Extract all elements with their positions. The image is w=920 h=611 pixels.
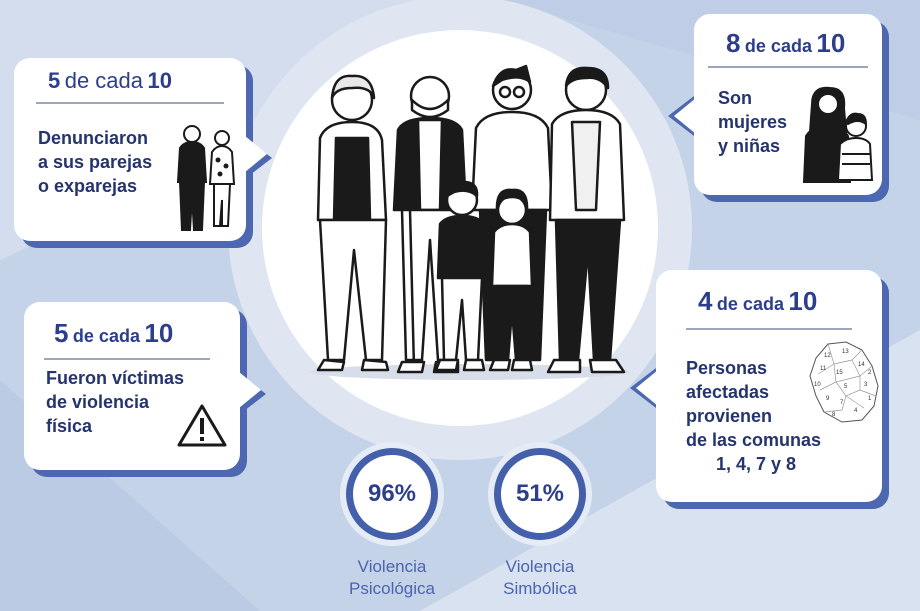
map-label: 11: [820, 366, 827, 372]
map-label: 5: [844, 384, 848, 390]
card-line: o exparejas: [38, 176, 138, 196]
card-line: provienen: [686, 406, 773, 426]
card-header: 4 de cada 10: [698, 286, 817, 317]
card-line: de violencia: [46, 392, 150, 412]
stat-connector: de cada: [716, 294, 784, 314]
family-illustration: [290, 60, 650, 390]
card-header: 8 de cada 10: [726, 28, 845, 59]
stat-circle-simbolica: 51%: [494, 448, 586, 540]
stat-label-line: Simbólica: [503, 579, 577, 598]
map-label: 2: [868, 370, 872, 376]
card-pointer: [239, 372, 261, 408]
map-label: 15: [836, 370, 843, 376]
card-divider: [36, 102, 224, 104]
card-text: Son mujeres y niñas: [718, 86, 787, 158]
family-group-icon: [310, 64, 630, 380]
mother-child-icon: [802, 86, 874, 183]
card-mujeres: 8 de cada 10 Son mujeres y niñas: [694, 14, 882, 195]
map-label: 9: [826, 396, 830, 402]
stat-label-line: Violencia: [357, 557, 427, 576]
map-label: 14: [858, 362, 865, 368]
card-line: afectadas: [686, 382, 770, 402]
card-line: de las comunas: [686, 430, 822, 450]
stat-label-simbolica: Violencia Simbólica: [465, 556, 615, 600]
card-line: Personas: [686, 358, 768, 378]
card-divider: [686, 328, 852, 330]
card-line: Son: [718, 88, 752, 108]
stat-total: 10: [144, 318, 174, 348]
stat-total: 10: [788, 286, 818, 316]
card-text: Denunciaron a sus parejas o exparejas: [38, 126, 152, 198]
stat-connector: de cada: [72, 326, 140, 346]
card-pointer: [636, 370, 658, 406]
card-header: 5 de cada 10: [54, 318, 173, 349]
card-divider: [708, 66, 868, 68]
map-label: 1: [868, 396, 872, 402]
card-comunas: 4 de cada 10 Personas afectadas proviene…: [656, 270, 882, 502]
card-line: y niñas: [718, 136, 781, 156]
card-divider: [44, 358, 210, 360]
stat-label-line: Violencia: [505, 557, 575, 576]
card-line: Fueron víctimas: [46, 368, 185, 388]
card-line: a sus parejas: [38, 152, 153, 172]
map-label: 7: [840, 400, 844, 406]
stat-connector: de cada: [64, 68, 143, 93]
card-header: 5 de cada 10: [48, 68, 172, 94]
stat-label-line: Psicológica: [349, 579, 435, 598]
stat-label-psicologica: Violencia Psicológica: [317, 556, 467, 600]
card-line: Denunciaron: [38, 128, 149, 148]
warning-icon: [177, 404, 227, 447]
map-label: 4: [854, 408, 858, 414]
map-label: 12: [824, 353, 831, 359]
stat-count: 5: [54, 318, 69, 348]
card-text: Personas afectadas provienen de las comu…: [686, 356, 821, 476]
card-line: mujeres: [718, 112, 788, 132]
card-line: 1, 4, 7 y 8: [716, 454, 797, 474]
city-map-icon: 12 13 15 11 14 2 10 5 3 9 7 1 4 8: [809, 341, 879, 423]
stat-count: 8: [726, 28, 741, 58]
map-label: 3: [864, 382, 868, 388]
map-label: 13: [842, 349, 849, 355]
card-fisica: 5 de cada 10 Fueron víctimas de violenci…: [24, 302, 240, 470]
stat-count: 4: [698, 286, 713, 316]
map-label: 10: [814, 382, 821, 388]
stat-count: 5: [48, 68, 61, 93]
card-denunciaron: 5 de cada 10 Denunciaron a sus parejas o…: [14, 58, 246, 241]
stat-total: 10: [816, 28, 846, 58]
stat-total: 10: [147, 68, 172, 93]
stat-connector: de cada: [744, 36, 812, 56]
couple-icon: [176, 125, 236, 231]
card-line: física: [46, 416, 93, 436]
card-text: Fueron víctimas de violencia física: [46, 366, 184, 438]
map-label: 8: [832, 412, 836, 418]
stat-circle-psicologica: 96%: [346, 448, 438, 540]
card-pointer: [245, 136, 267, 172]
card-pointer: [674, 98, 696, 134]
